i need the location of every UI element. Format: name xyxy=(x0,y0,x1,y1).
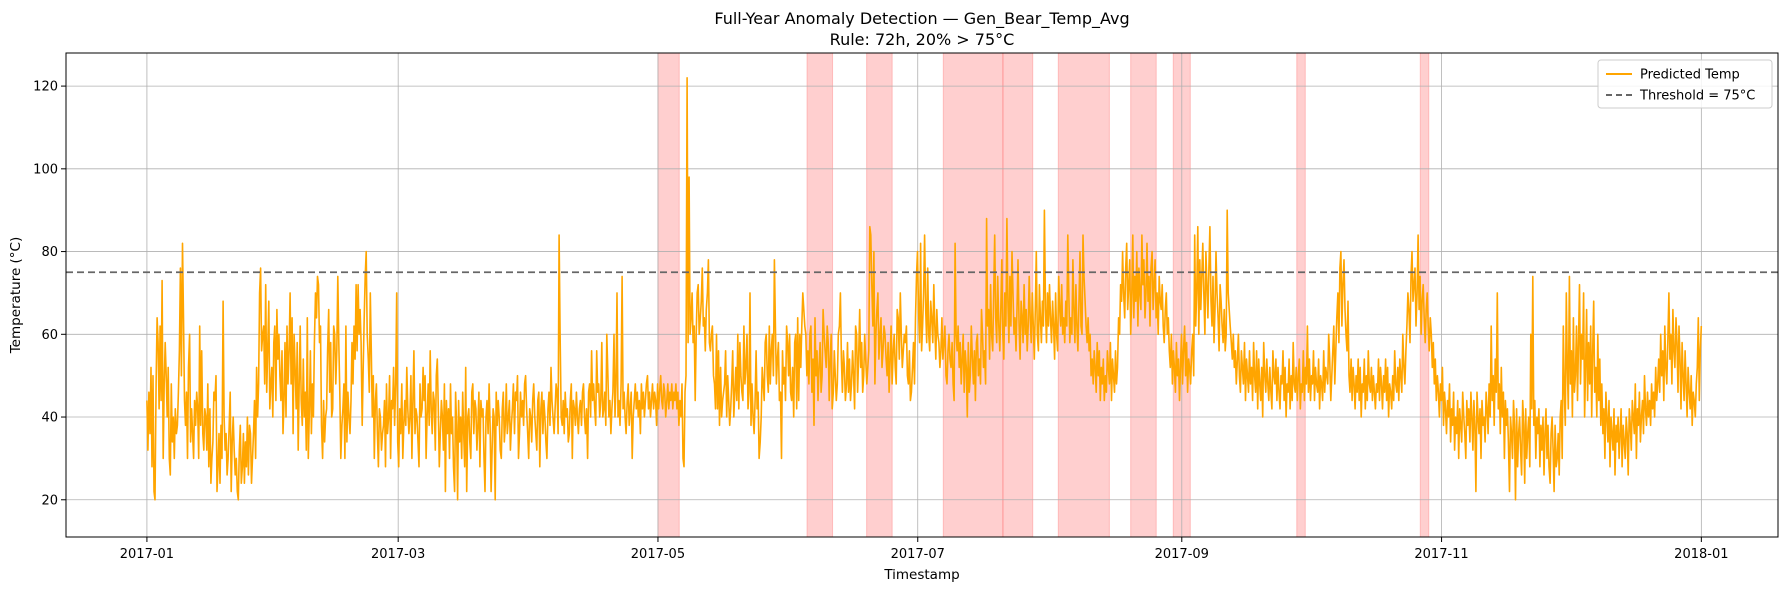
y-axis-label: Temperature (°C) xyxy=(8,237,24,355)
chart-subtitle: Rule: 72h, 20% > 75°C xyxy=(830,30,1015,49)
series-layer xyxy=(66,77,1778,501)
anomaly-span-0 xyxy=(657,52,680,538)
y-tick-label-2: 60 xyxy=(41,328,58,343)
x-tick-label-4: 2017-09 xyxy=(1155,547,1209,562)
x-tick-label-1: 2017-03 xyxy=(371,547,425,562)
x-tick-label-2: 2017-05 xyxy=(631,547,685,562)
y-tick-label-0: 20 xyxy=(41,493,58,508)
anomaly-span-2 xyxy=(866,52,893,538)
y-tick-label-3: 80 xyxy=(41,245,58,260)
y-tick-label-5: 120 xyxy=(33,80,58,95)
axis-ticks: 2017-01 2017-03 2017-05 2017-07 2017-09 2017-… xyxy=(33,80,1728,562)
plot-frame xyxy=(65,52,1779,538)
x-tick-label-3: 2017-07 xyxy=(891,547,945,562)
anomaly-span-8 xyxy=(1296,52,1306,538)
chart-title: Full-Year Anomaly Detection — Gen_Bear_T… xyxy=(714,9,1129,29)
legend-label-threshold: Threshold = 75°C xyxy=(1639,89,1755,104)
x-axis-label: Timestamp xyxy=(883,567,959,583)
anomaly-span-1 xyxy=(806,52,834,538)
series-line-predicted-temp xyxy=(146,77,1703,501)
x-tick-label-6: 2018-01 xyxy=(1674,547,1728,562)
x-tick-label-5: 2017-11 xyxy=(1414,547,1468,562)
x-tick-label-0: 2017-01 xyxy=(120,547,174,562)
anomaly-span-5 xyxy=(1057,52,1110,538)
legend-label-predicted: Predicted Temp xyxy=(1640,68,1740,83)
y-tick-label-1: 40 xyxy=(41,411,58,426)
y-tick-label-4: 100 xyxy=(33,162,58,177)
legend-box xyxy=(1597,59,1773,109)
legend: Predicted Temp Threshold = 75°C xyxy=(1597,59,1773,109)
